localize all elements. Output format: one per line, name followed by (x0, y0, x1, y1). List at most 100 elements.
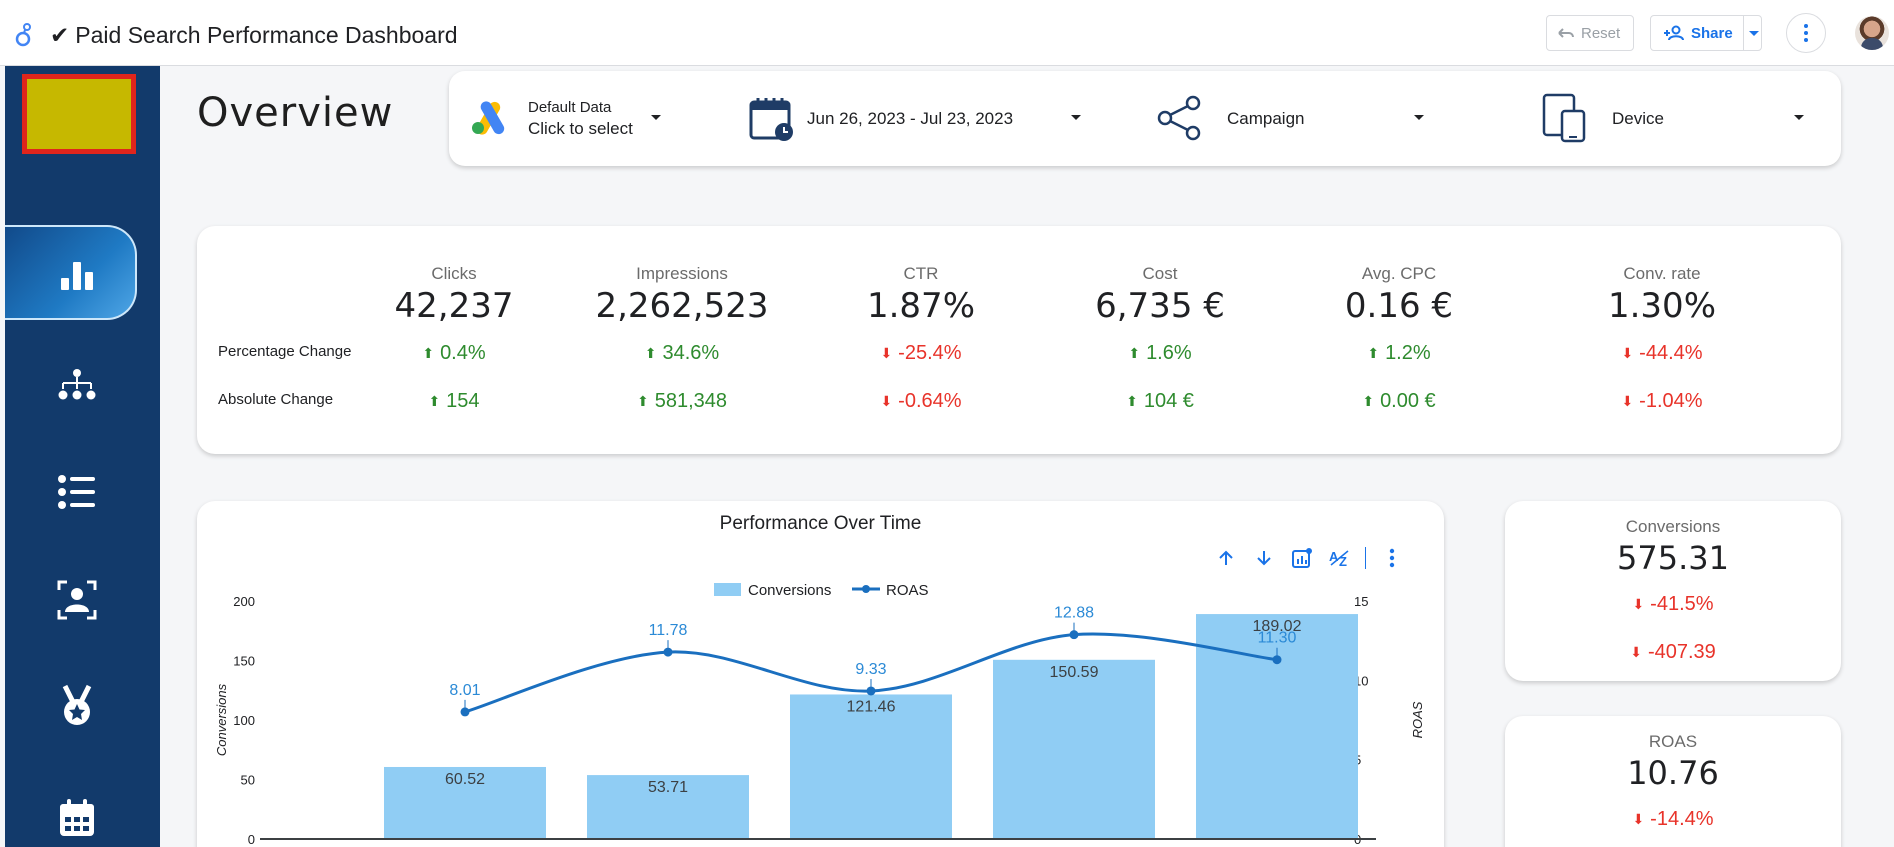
kpi-pct-text: 34.6% (662, 342, 720, 364)
arrow-up-icon: ⬆ (1128, 345, 1141, 361)
arrow-up-icon: ⬆ (644, 345, 657, 361)
sidebar-nav (5, 66, 160, 847)
bar-chart-icon[interactable] (55, 253, 99, 297)
roas-point (1272, 655, 1282, 665)
bar-value-label: 121.46 (847, 698, 896, 715)
roas-point (1069, 630, 1079, 640)
chart-settings-icon[interactable] (1289, 545, 1315, 571)
hierarchy-icon[interactable] (55, 364, 99, 408)
conversions-pct-text: -41.5% (1650, 593, 1714, 615)
bar-value-label: 53.71 (648, 779, 688, 796)
kpi-value: 1.30% (1607, 286, 1716, 326)
roas-value-label: 11.30 (1258, 630, 1297, 647)
user-avatar[interactable] (1855, 16, 1889, 50)
device-filter[interactable]: Device (1542, 71, 1832, 166)
conversions-pct-change: ⬇ -41.5% (1505, 593, 1841, 616)
chart-more-options-icon[interactable] (1379, 545, 1405, 571)
drill-up-icon[interactable] (1213, 545, 1239, 571)
kpi-scorecard-panel: Percentage Change Absolute Change Clicks… (197, 226, 1841, 454)
share-label: Share (1691, 24, 1733, 42)
kpi-label: Cost (1142, 264, 1178, 283)
kpi-value: 6,735 € (1095, 286, 1225, 326)
kpi-abs-change: ⬆ 0.00 € (1279, 390, 1519, 413)
y-tick-label: 0 (248, 832, 255, 847)
y2-tick-label: 15 (1354, 594, 1368, 609)
share-nodes-icon (1157, 95, 1201, 141)
kpi-label: Impressions (636, 264, 728, 283)
kpi-abs-text: 581,348 (654, 390, 728, 412)
kpi-pct-change: ⬆ 1.2% (1279, 342, 1519, 365)
datasource-selector[interactable]: Default Data Click to select (449, 71, 669, 166)
kpi-abs-change: ⬆ 154 (334, 390, 574, 413)
datasource-label: Default Data (528, 99, 612, 116)
calendar-icon[interactable] (55, 796, 99, 840)
kpi-pct-change: ⬆ 1.6% (1040, 342, 1280, 365)
check-icon: ✔ (50, 22, 70, 48)
y-axis-label: Conversions (214, 683, 229, 756)
undo-icon (1558, 28, 1574, 38)
arrow-down-icon: ⬇ (1630, 644, 1642, 660)
roas-value-label: 9.33 (855, 661, 886, 678)
legend-label-roas: ROAS (886, 582, 929, 599)
share-button[interactable]: Share (1650, 15, 1762, 51)
y-tick-label: 100 (233, 713, 255, 728)
share-dropdown-icon[interactable] (1749, 31, 1759, 36)
medal-icon[interactable] (55, 684, 99, 728)
kpi-pct-change: ⬆ 0.4% (334, 342, 574, 365)
chevron-down-icon (1414, 115, 1424, 120)
reset-label: Reset (1581, 24, 1621, 42)
arrow-up-icon: ⬆ (428, 393, 441, 409)
top-bar: ✔ Paid Search Performance Dashboard Reset… (0, 0, 1894, 66)
campaign-filter[interactable]: Campaign (1157, 71, 1487, 166)
conversions-abs-change: ⬇ -407.39 (1505, 641, 1841, 664)
chevron-down-icon (651, 115, 661, 120)
filter-bar: Default Data Click to select Jun 26, 202… (449, 71, 1841, 166)
calendar-clock-icon (749, 98, 793, 141)
kpi-abs-change: ⬆ 581,348 (562, 390, 802, 413)
list-icon[interactable] (55, 470, 99, 514)
bar-conversions (384, 766, 546, 839)
arrow-down-icon: ⬇ (1632, 596, 1645, 612)
kpi-abs-change: ⬇ -1.04% (1542, 390, 1782, 413)
add-person-icon (1664, 25, 1684, 41)
report-title[interactable]: ✔ Paid Search Performance Dashboard (50, 22, 458, 49)
chart-title: Performance Over Time (719, 513, 922, 534)
y-tick-label: 50 (241, 773, 255, 788)
roas-point (866, 686, 876, 696)
campaign-value: Campaign (1227, 109, 1305, 128)
sidebar-item-overview[interactable] (5, 225, 137, 320)
row-label-percentage-change: Percentage Change (218, 343, 352, 360)
more-options-icon[interactable] (1786, 13, 1826, 53)
row-label-absolute-change: Absolute Change (218, 391, 334, 408)
google-ads-icon (472, 101, 505, 135)
kpi-label: CTR (903, 264, 939, 283)
bar-value-label: 60.52 (445, 771, 485, 788)
kpi-value: 0.16 € (1344, 286, 1454, 326)
y-tick-label: 200 (233, 594, 255, 609)
user-focus-icon[interactable] (55, 578, 99, 622)
roas-scorecard: ROAS 10.76 ⬇ -14.4% (1505, 716, 1841, 847)
report-title-text: Paid Search Performance Dashboard (75, 22, 458, 48)
roas-point (460, 707, 470, 717)
chevron-down-icon (1794, 115, 1804, 120)
combo-chart: ConversionsROAS050100150200051015Convers… (214, 582, 1425, 847)
arrow-down-icon: ⬇ (1632, 811, 1645, 827)
drill-down-icon[interactable] (1251, 545, 1277, 571)
toolbar-divider (1365, 547, 1366, 569)
arrow-down-icon: ⬇ (1621, 345, 1634, 361)
date-range-picker[interactable]: Jun 26, 2023 - Jul 23, 2023 (749, 71, 1089, 166)
looker-studio-logo-icon[interactable] (12, 20, 38, 48)
kpi-pct-text: 1.6% (1146, 342, 1192, 364)
conversions-label: Conversions (1625, 517, 1721, 536)
legend-marker-roas (862, 585, 870, 593)
arrow-up-icon: ⬆ (1126, 393, 1138, 409)
kpi-label: Avg. CPC (1361, 264, 1437, 283)
reset-button[interactable]: Reset (1546, 15, 1634, 51)
kpi-pct-text: -25.4% (898, 342, 962, 364)
device-value: Device (1612, 109, 1664, 128)
kpi-pct-change: ⬇ -25.4% (801, 342, 1041, 365)
y-tick-label: 150 (233, 654, 255, 669)
kpi-pct-text: 1.2% (1385, 342, 1431, 364)
